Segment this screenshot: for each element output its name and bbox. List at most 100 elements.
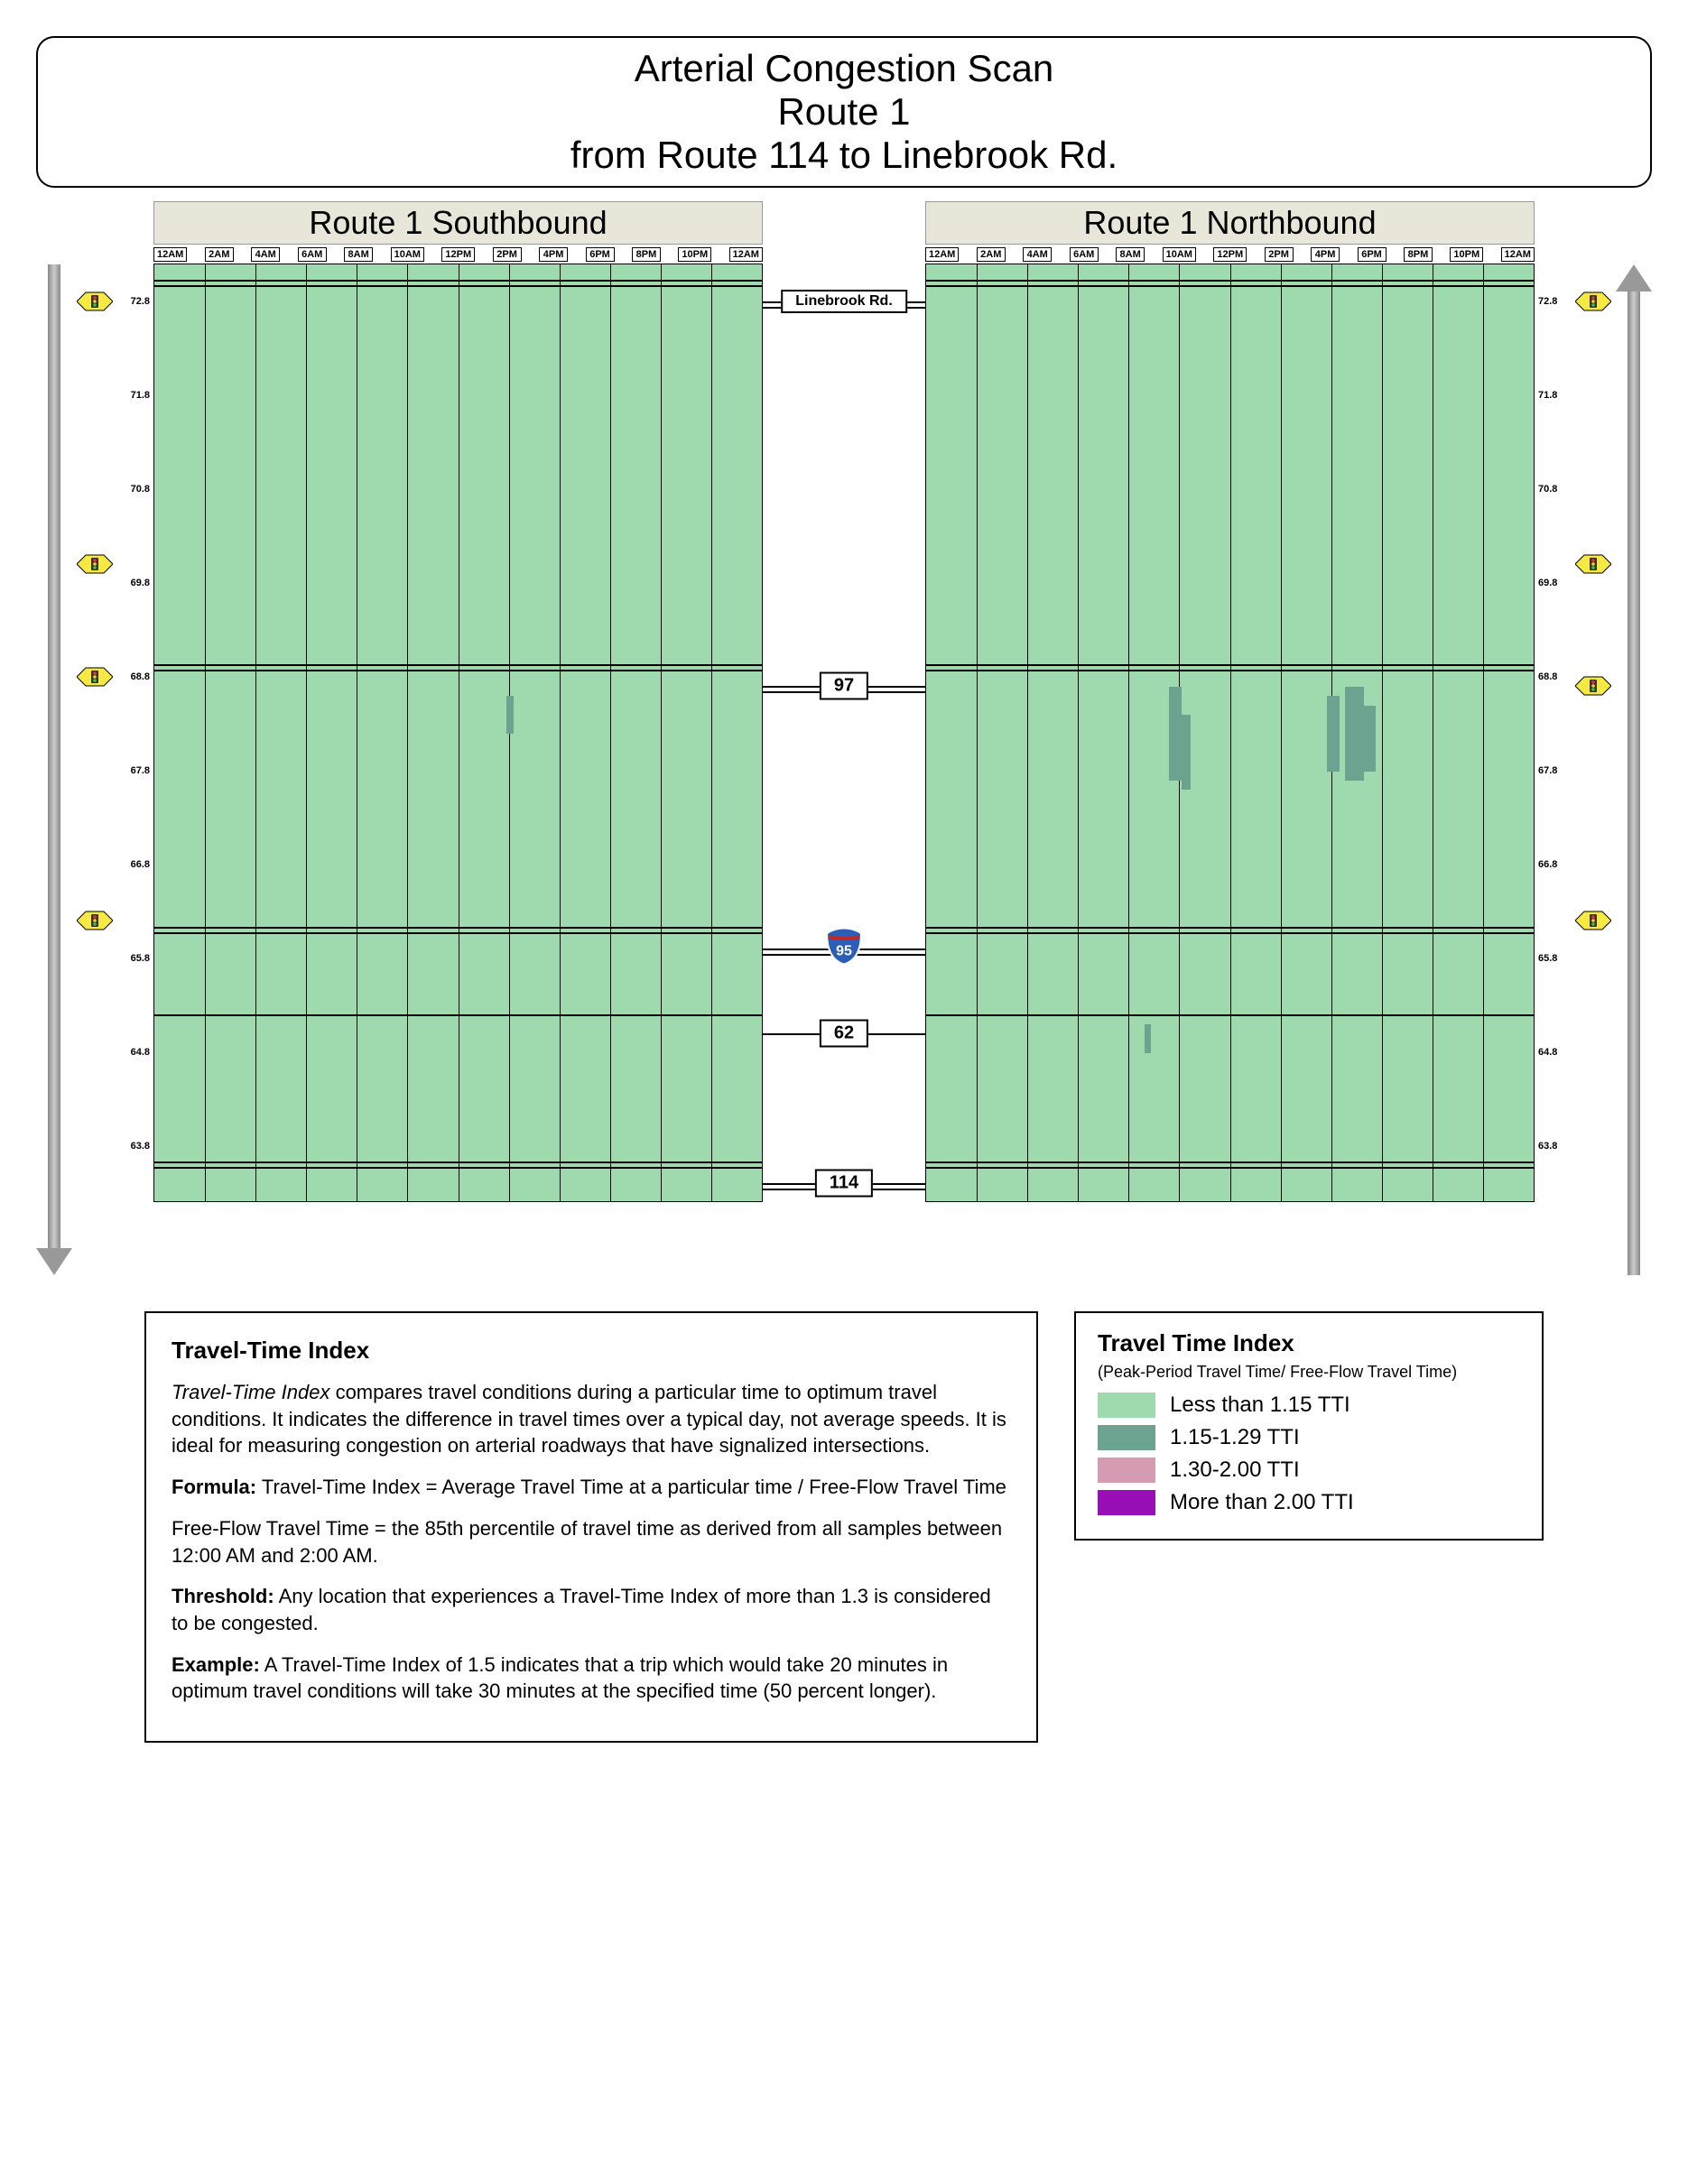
title-line-2: Route 1 bbox=[56, 90, 1632, 134]
ylabels-left: 72.8 71.8 70.8 69.8 68.8 67.8 66.8 65.8 64.8 63.8 bbox=[117, 282, 153, 1221]
route-label: 114 bbox=[815, 1170, 873, 1198]
legend-label: 1.15-1.29 TTI bbox=[1170, 1425, 1300, 1450]
time-label: 2AM bbox=[205, 247, 234, 262]
legend-swatch bbox=[1098, 1458, 1155, 1483]
y-axis-label: 66.8 bbox=[131, 859, 150, 870]
info-p5: Example: A Travel-Time Index of 1.5 indi… bbox=[172, 1652, 1011, 1705]
y-axis-label: 66.8 bbox=[1538, 859, 1557, 870]
congestion-spot bbox=[1345, 687, 1363, 781]
legend-heading: Travel Time Index bbox=[1098, 1329, 1520, 1357]
congestion-spot bbox=[506, 696, 514, 734]
legend-swatch bbox=[1098, 1393, 1155, 1418]
legend-row: Less than 1.15 TTI bbox=[1098, 1393, 1520, 1418]
y-axis-label: 68.8 bbox=[131, 671, 150, 682]
chart-area: 72.8 71.8 70.8 69.8 68.8 67.8 66.8 65.8 64.8 63.8… bbox=[36, 201, 1652, 1275]
congestion-spot bbox=[1364, 706, 1376, 772]
title-line-3: from Route 114 to Linebrook Rd. bbox=[56, 134, 1632, 177]
congestion-spot bbox=[1169, 687, 1181, 781]
y-axis-label: 67.8 bbox=[1538, 765, 1557, 776]
info-heading: Travel-Time Index bbox=[172, 1335, 1011, 1366]
y-axis-label: 72.8 bbox=[1538, 296, 1557, 307]
y-axis-label: 69.8 bbox=[131, 578, 150, 588]
time-label: 6AM bbox=[298, 247, 327, 262]
legend-row: More than 2.00 TTI bbox=[1098, 1490, 1520, 1515]
traffic-signal-icon bbox=[1575, 910, 1611, 931]
northbound-heatmap bbox=[925, 264, 1535, 1202]
traffic-signal-icon bbox=[77, 291, 113, 312]
congestion-spot bbox=[1182, 715, 1191, 790]
y-axis-label: 70.8 bbox=[1538, 484, 1557, 495]
time-label: 12PM bbox=[1213, 247, 1247, 262]
y-axis-label: 68.8 bbox=[1538, 671, 1557, 682]
southbound-heatmap bbox=[153, 264, 763, 1202]
y-axis-label: 65.8 bbox=[1538, 953, 1557, 964]
southbound-chart: Route 1 Southbound 12AM2AM4AM6AM8AM10AM1… bbox=[153, 201, 763, 1202]
legend-label: More than 2.00 TTI bbox=[1170, 1490, 1354, 1515]
y-axis-label: 64.8 bbox=[131, 1047, 150, 1058]
congestion-spot bbox=[1327, 696, 1339, 771]
time-label: 12PM bbox=[441, 247, 475, 262]
signals-right bbox=[1571, 282, 1616, 1221]
time-label: 2PM bbox=[493, 247, 522, 262]
time-label: 10PM bbox=[678, 247, 711, 262]
ylabels-right: 72.8 71.8 70.8 69.8 68.8 67.8 66.8 65.8 64.8 63.8 bbox=[1535, 282, 1571, 1221]
traffic-signal-icon bbox=[1575, 291, 1611, 312]
time-label: 10AM bbox=[1163, 247, 1196, 262]
y-axis-label: 71.8 bbox=[131, 390, 150, 401]
legend-row: 1.30-2.00 TTI bbox=[1098, 1458, 1520, 1483]
time-label: 2AM bbox=[977, 247, 1006, 262]
time-label: 4PM bbox=[539, 247, 568, 262]
time-axis-sb: 12AM2AM4AM6AM8AM10AM12PM2PM4PM6PM8PM10PM… bbox=[153, 247, 763, 262]
info-box: Travel-Time Index Travel-Time Index comp… bbox=[144, 1311, 1038, 1743]
time-label: 10AM bbox=[391, 247, 424, 262]
northbound-title: Route 1 Northbound bbox=[925, 201, 1535, 245]
time-label: 4AM bbox=[1023, 247, 1052, 262]
traffic-signal-icon bbox=[77, 666, 113, 688]
legend-swatch bbox=[1098, 1490, 1155, 1515]
y-axis-label: 71.8 bbox=[1538, 390, 1557, 401]
time-label: 6AM bbox=[1070, 247, 1099, 262]
bottom-section: Travel-Time Index Travel-Time Index comp… bbox=[36, 1311, 1652, 1743]
time-label: 12AM bbox=[1501, 247, 1535, 262]
y-axis-label: 63.8 bbox=[1538, 1141, 1557, 1152]
time-label: 8AM bbox=[344, 247, 373, 262]
time-label: 2PM bbox=[1265, 247, 1294, 262]
y-axis-label: 69.8 bbox=[1538, 578, 1557, 588]
info-p4: Threshold: Any location that experiences… bbox=[172, 1583, 1011, 1636]
legend-subtitle: (Peak-Period Travel Time/ Free-Flow Trav… bbox=[1098, 1363, 1520, 1382]
y-axis-label: 63.8 bbox=[131, 1141, 150, 1152]
time-axis-nb: 12AM2AM4AM6AM8AM10AM12PM2PM4PM6PM8PM10PM… bbox=[925, 247, 1535, 262]
y-axis-label: 64.8 bbox=[1538, 1047, 1557, 1058]
title-box: Arterial Congestion Scan Route 1 from Ro… bbox=[36, 36, 1652, 188]
time-label: 8AM bbox=[1116, 247, 1145, 262]
route-labels-column: Linebrook Rd. 97 95 62 114 bbox=[763, 282, 925, 1221]
route-label: 97 bbox=[820, 672, 868, 700]
time-label: 12AM bbox=[729, 247, 763, 262]
traffic-signal-icon bbox=[77, 553, 113, 575]
traffic-signal-icon bbox=[1575, 675, 1611, 697]
congestion-spot bbox=[1145, 1024, 1151, 1052]
time-label: 10PM bbox=[1450, 247, 1483, 262]
traffic-signal-icon bbox=[77, 910, 113, 931]
interstate-shield-icon: 95 bbox=[824, 927, 864, 971]
y-axis-label: 65.8 bbox=[131, 953, 150, 964]
route-label: 62 bbox=[820, 1020, 868, 1048]
svg-text:95: 95 bbox=[836, 944, 852, 959]
time-label: 4PM bbox=[1311, 247, 1340, 262]
time-label: 8PM bbox=[632, 247, 661, 262]
time-label: 4AM bbox=[251, 247, 280, 262]
info-p3: Free-Flow Travel Time = the 85th percent… bbox=[172, 1515, 1011, 1569]
legend-swatch bbox=[1098, 1425, 1155, 1450]
traffic-signal-icon bbox=[1575, 553, 1611, 575]
northbound-chart: Route 1 Northbound 12AM 2AM 4AM 6AM 8AM 10AM 1… bbox=[925, 201, 1535, 1202]
legend-label: 1.30-2.00 TTI bbox=[1170, 1458, 1300, 1483]
y-axis-label: 70.8 bbox=[131, 484, 150, 495]
y-axis-label: 72.8 bbox=[131, 296, 150, 307]
y-axis-label: 67.8 bbox=[131, 765, 150, 776]
title-line-1: Arterial Congestion Scan bbox=[56, 47, 1632, 90]
time-label: 12AM bbox=[153, 247, 187, 262]
route-label: Linebrook Rd. bbox=[781, 290, 907, 313]
legend-box: Travel Time Index (Peak-Period Travel Ti… bbox=[1074, 1311, 1544, 1541]
time-label: 6PM bbox=[1358, 247, 1387, 262]
legend-label: Less than 1.15 TTI bbox=[1170, 1393, 1350, 1418]
